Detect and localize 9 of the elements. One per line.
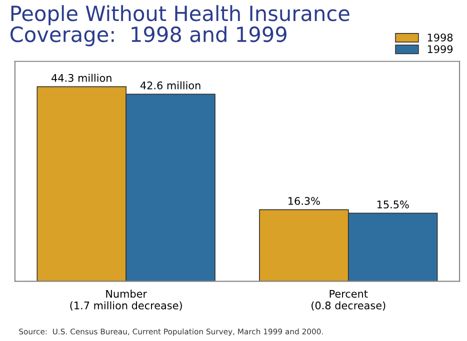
x-tick-label: Number (1.7 million decrease) <box>70 290 182 311</box>
data-label: 42.6 million <box>140 81 200 90</box>
data-label: 44.3 million <box>52 74 112 82</box>
legend-label: 1999 <box>428 45 453 54</box>
legend-label: 1998 <box>428 34 453 42</box>
data-label: 16.3% <box>288 197 320 205</box>
data-label: 15.5% <box>377 200 409 208</box>
chart-title: People Without Health Insurance Coverage: 1998 and 1999 <box>10 5 350 46</box>
x-tick-label: Percent (0.8 decrease) <box>312 290 386 311</box>
